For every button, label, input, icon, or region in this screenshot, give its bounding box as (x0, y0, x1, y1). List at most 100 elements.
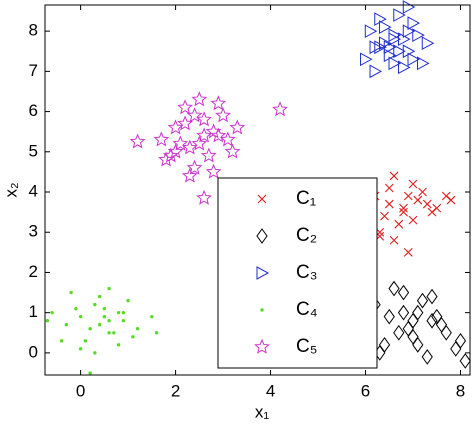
star-marker (229, 119, 246, 135)
x-marker (422, 199, 432, 209)
x-marker (384, 199, 394, 209)
diamond-marker (450, 340, 462, 357)
diamond-marker (426, 312, 438, 329)
y-tick-label: 8 (29, 21, 38, 40)
dot-marker (97, 323, 102, 327)
triangle-marker (417, 56, 430, 71)
star-marker (272, 101, 288, 117)
triangle-marker (383, 40, 397, 55)
x-tick-label: 0 (76, 381, 85, 400)
dot-marker (102, 314, 107, 319)
dot-marker (135, 327, 140, 331)
star-marker (205, 123, 222, 139)
triangle-marker (421, 36, 435, 51)
y-tick-label: 0 (29, 342, 38, 361)
dot-marker (93, 302, 97, 307)
dot-marker (93, 351, 97, 355)
diamond-marker (388, 280, 400, 297)
diamond-marker (416, 292, 429, 309)
y-tick-label: 1 (29, 302, 38, 321)
legend-label: C₄ (296, 299, 318, 320)
legend: C₁ C₂ C₃ C₄ C₅ (217, 177, 378, 369)
x-marker (380, 211, 389, 221)
dot-marker (116, 310, 121, 315)
legend-marker (256, 266, 270, 280)
y-tick-label: 2 (29, 262, 38, 281)
x-marker (408, 179, 418, 189)
x-tick-label: 6 (361, 381, 370, 400)
star-marker (196, 189, 212, 205)
legend-label: C₁ (296, 188, 316, 209)
triangle-marker (402, 0, 416, 14)
dot-marker (45, 319, 50, 323)
diamond-marker (435, 316, 448, 333)
star-marker (129, 133, 146, 149)
dot-marker (50, 310, 54, 315)
x-marker (432, 203, 442, 213)
x-marker (408, 215, 418, 225)
triangle-marker (393, 8, 406, 22)
x-axis-label: x₁ (255, 402, 270, 421)
x-marker (446, 195, 456, 205)
star-marker (181, 139, 198, 155)
triangle-marker (379, 36, 392, 51)
star-marker (177, 99, 193, 115)
legend-marker (254, 338, 270, 354)
dot-marker (121, 310, 126, 315)
diamond-marker (383, 308, 395, 325)
triangle-marker (398, 60, 411, 75)
dot-marker (107, 286, 111, 291)
dot-marker (116, 343, 121, 347)
x-marker (413, 195, 423, 205)
x-marker (403, 191, 413, 201)
triangle-marker (369, 40, 383, 55)
triangle-marker (374, 40, 387, 55)
star-marker (191, 91, 208, 107)
y-axis-label: x₂ (1, 182, 20, 197)
star-marker (181, 167, 198, 183)
diamond-marker (412, 336, 424, 353)
star-marker (200, 147, 217, 163)
x-marker (399, 207, 408, 217)
star-marker (219, 131, 236, 147)
star-marker (172, 135, 189, 151)
diamond-marker (393, 324, 405, 341)
diamond-marker (397, 304, 410, 321)
dot-marker (154, 331, 159, 335)
triangle-marker (369, 64, 383, 79)
triangle-marker (393, 44, 406, 59)
diamond-marker (459, 353, 471, 369)
y-tick-label: 7 (29, 61, 38, 80)
x-marker (418, 187, 427, 197)
x-marker (389, 235, 399, 245)
dot-marker (78, 347, 83, 351)
legend-marker (260, 308, 264, 312)
dot-marker (69, 290, 73, 295)
legend-label: C₅ (296, 336, 317, 357)
triangle-marker (388, 28, 402, 43)
legend-label: C₂ (296, 225, 317, 246)
diamond-marker (426, 288, 438, 305)
legend-marker (256, 228, 268, 244)
dot-marker (64, 323, 69, 327)
x-marker (399, 203, 408, 213)
x-tick-label: 8 (456, 381, 465, 400)
dot-marker (97, 294, 102, 299)
triangle-marker (407, 16, 421, 30)
dot-marker (150, 314, 154, 319)
y-tick-label: 3 (29, 222, 38, 241)
x-marker (389, 171, 399, 181)
diamond-marker (397, 284, 410, 301)
x-marker (394, 219, 404, 229)
star-marker (210, 95, 227, 111)
triangle-marker (388, 56, 402, 71)
triangle-marker (374, 12, 387, 26)
star-marker (196, 127, 212, 143)
x-tick-label: 4 (266, 381, 275, 400)
y-tick-label: 5 (29, 141, 38, 160)
dot-marker (74, 306, 78, 311)
dot-marker (112, 331, 116, 335)
dot-marker (107, 331, 111, 335)
